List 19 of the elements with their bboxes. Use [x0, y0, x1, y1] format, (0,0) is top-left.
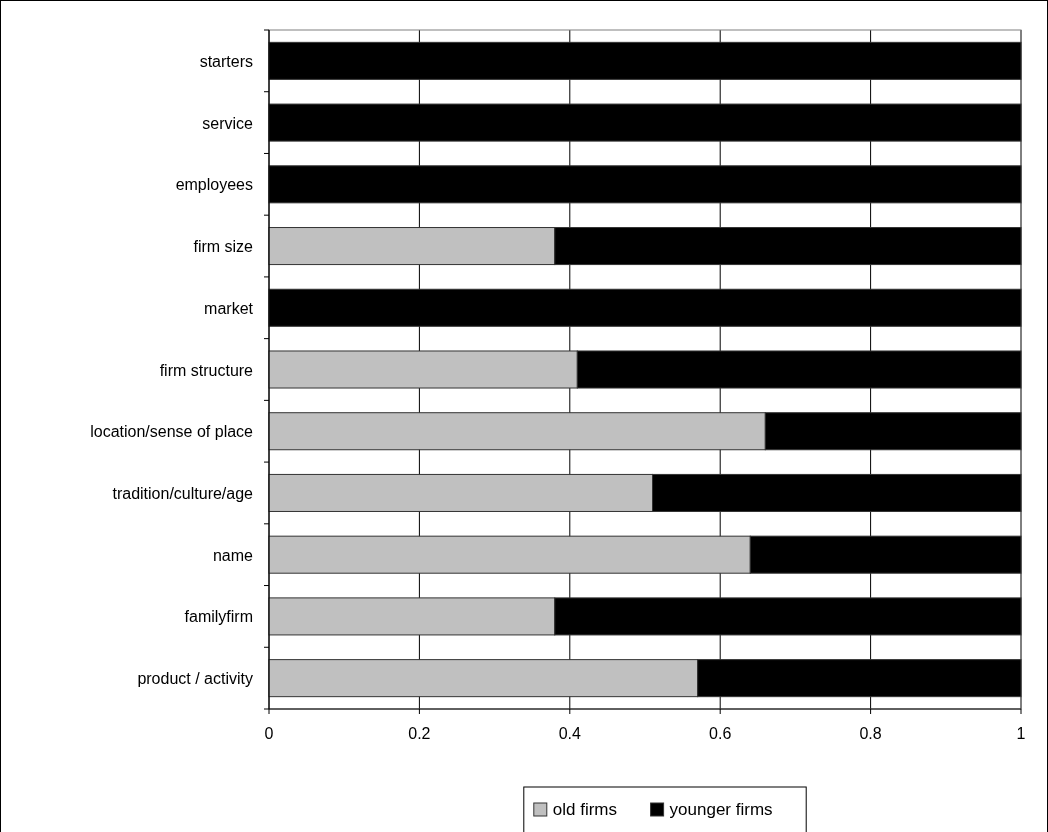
y-tick-label: familyfirm	[184, 608, 253, 626]
y-tick-label: market	[204, 299, 254, 317]
x-tick-label: 1	[1016, 725, 1026, 742]
x-tick-label: 0.2	[408, 725, 431, 742]
y-tick-label: service	[202, 114, 254, 132]
y-tick-label: employees	[175, 176, 253, 194]
y-tick-label: product / activity	[137, 670, 253, 688]
y-tick-label: name	[212, 546, 254, 564]
x-tick-label: 0.6	[709, 725, 732, 742]
y-tick-label: tradition/culture/age	[112, 484, 254, 502]
x-tick-label: 0	[264, 725, 274, 742]
y-tick-label: firm size	[193, 238, 254, 256]
y-tick-label: location/sense of place	[90, 423, 254, 441]
y-tick-label: firm structure	[159, 361, 254, 379]
y-tick-label: starters	[199, 52, 253, 70]
x-tick-label: 0.4	[558, 725, 582, 742]
x-tick-label: 0.8	[859, 725, 882, 742]
legend-label: younger firms	[669, 800, 773, 819]
legend-label: old firms	[552, 800, 618, 819]
